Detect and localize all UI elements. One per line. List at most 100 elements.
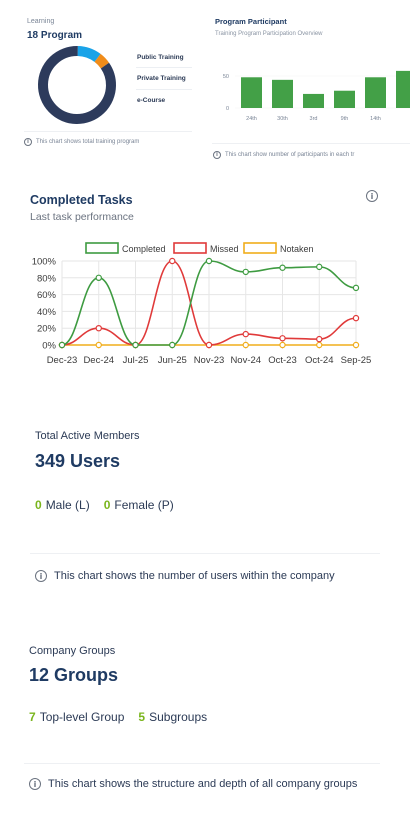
series-point-notaken[interactable]: [352, 341, 360, 349]
legend-divider: [136, 67, 192, 68]
legend-swatch-missed[interactable]: [173, 242, 207, 254]
legend-label-completed[interactable]: Completed: [122, 244, 166, 254]
info-icon[interactable]: i: [35, 570, 47, 582]
info-icon[interactable]: i: [24, 138, 32, 146]
learning-info: i This chart shows total training progra…: [24, 138, 139, 146]
members-count: 349 Users: [35, 451, 121, 471]
line-x-label: Sep-25: [341, 355, 372, 366]
series-point-completed[interactable]: [316, 263, 323, 271]
learning-count: 18 Program: [27, 30, 83, 41]
participant-title: Program Participant: [215, 17, 287, 26]
groups-info: i This chart shows the structure and dep…: [29, 778, 357, 790]
line-x-label: Nov-24: [230, 355, 261, 366]
legend-swatch-completed[interactable]: [85, 242, 119, 254]
subgroups-label: Subgroups: [149, 710, 208, 724]
bar-y-tick: 50: [223, 74, 229, 80]
series-point-completed[interactable]: [132, 341, 139, 349]
legend-e-course[interactable]: e-Course: [137, 97, 166, 104]
top-level-stat: 7 Top-level Group: [29, 710, 124, 724]
members-divider: [30, 553, 380, 554]
members-info-text: This chart shows the number of users wit…: [54, 570, 335, 582]
legend-label-missed[interactable]: Missed: [210, 244, 239, 254]
participant-bar[interactable]: [396, 70, 410, 108]
line-y-tick: 20%: [37, 324, 57, 335]
bar-x-label: 24th: [246, 116, 257, 122]
bar-x-label: 3rd: [310, 116, 318, 122]
subgroups-stat: 5 Subgroups: [138, 710, 207, 724]
line-y-tick: 60%: [37, 290, 57, 301]
members-info: i This chart shows the number of users w…: [35, 570, 335, 582]
learning-donut-chart[interactable]: [37, 45, 117, 125]
participant-bar[interactable]: [334, 90, 355, 108]
top-level-count: 7: [29, 710, 36, 724]
learning-info-text: This chart shows total training program: [36, 139, 140, 145]
info-icon[interactable]: i: [213, 151, 221, 159]
legend-label-notaken[interactable]: Notaken: [280, 244, 314, 254]
series-point-notaken[interactable]: [316, 341, 323, 349]
info-icon[interactable]: i: [366, 190, 378, 202]
groups-count: 12 Groups: [29, 665, 119, 685]
line-x-label: Dec-23: [47, 355, 78, 366]
members-stats: 0 Male (L) 0 Female (P): [35, 498, 174, 512]
learning-label: Learning: [27, 18, 55, 25]
participant-info-text: This chart show number of participants i…: [225, 152, 355, 158]
bar-x-label: 14th: [370, 116, 381, 122]
participant-info: i This chart show number of participants…: [213, 151, 354, 159]
series-point-completed[interactable]: [58, 341, 66, 349]
male-stat: 0 Male (L): [35, 498, 90, 512]
completed-tasks-line-chart[interactable]: Completed Missed Notaken 0% 20% 40% 60% 80% 100…: [28, 238, 378, 373]
legend-swatch-notaken[interactable]: [243, 242, 277, 254]
series-point-missed[interactable]: [205, 341, 213, 349]
line-y-tick: 100%: [32, 257, 57, 268]
line-x-label: Jul-25: [123, 355, 149, 366]
groups-stats: 7 Top-level Group 5 Subgroups: [29, 710, 207, 724]
series-point-notaken[interactable]: [95, 341, 102, 349]
participant-bar[interactable]: [272, 79, 293, 108]
series-point-completed[interactable]: [352, 284, 360, 292]
bar-x-label: 30th: [277, 116, 288, 122]
series-point-missed[interactable]: [242, 330, 249, 338]
subgroups-count: 5: [138, 710, 146, 724]
series-point-missed[interactable]: [279, 335, 286, 342]
series-point-completed[interactable]: [279, 264, 286, 271]
female-stat: 0 Female (P): [104, 498, 174, 512]
info-icon[interactable]: i: [29, 778, 41, 790]
series-point-missed[interactable]: [352, 314, 360, 322]
male-count: 0: [35, 498, 42, 512]
participant-bar[interactable]: [241, 77, 262, 108]
legend-public-training[interactable]: Public Training: [137, 54, 184, 61]
series-point-missed[interactable]: [316, 335, 323, 343]
legend-divider: [136, 89, 192, 90]
series-point-missed[interactable]: [95, 324, 102, 332]
female-count: 0: [103, 498, 111, 512]
series-point-completed[interactable]: [169, 341, 176, 349]
series-point-completed[interactable]: [205, 257, 213, 265]
series-line-completed[interactable]: [61, 260, 357, 346]
groups-divider: [24, 763, 380, 764]
donut-slice-public-training[interactable]: [38, 46, 116, 124]
line-y-tick: 40%: [37, 307, 57, 318]
series-point-completed[interactable]: [95, 274, 102, 282]
series-line-missed[interactable]: [61, 260, 357, 346]
members-label: Total Active Members: [35, 430, 140, 442]
participant-subtitle: Training Program Participation Overview: [215, 31, 323, 37]
legend-private-training[interactable]: Private Training: [137, 75, 186, 82]
completed-tasks-subtitle: Last task performance: [30, 211, 134, 223]
completed-tasks-title: Completed Tasks: [30, 193, 133, 207]
series-point-notaken[interactable]: [279, 341, 286, 349]
line-x-label: Oct-24: [305, 355, 334, 366]
series-point-completed[interactable]: [242, 268, 249, 276]
series-point-notaken[interactable]: [242, 341, 249, 349]
line-x-label: Jun-25: [158, 355, 187, 366]
participant-bar-chart[interactable]: 0 50 24th 30th 3rd 9th 14th: [215, 42, 410, 130]
groups-label: Company Groups: [29, 645, 116, 657]
line-x-label: Dec-24: [83, 355, 114, 366]
line-x-label: Oct-23: [268, 355, 297, 366]
participant-bar[interactable]: [303, 93, 324, 108]
groups-info-text: This chart shows the structure and depth…: [48, 778, 358, 790]
series-point-missed[interactable]: [169, 257, 176, 265]
participant-bar[interactable]: [365, 77, 386, 108]
male-label: Male (L): [45, 498, 90, 512]
line-y-tick: 80%: [37, 273, 57, 284]
bar-x-label: 9th: [341, 116, 349, 122]
